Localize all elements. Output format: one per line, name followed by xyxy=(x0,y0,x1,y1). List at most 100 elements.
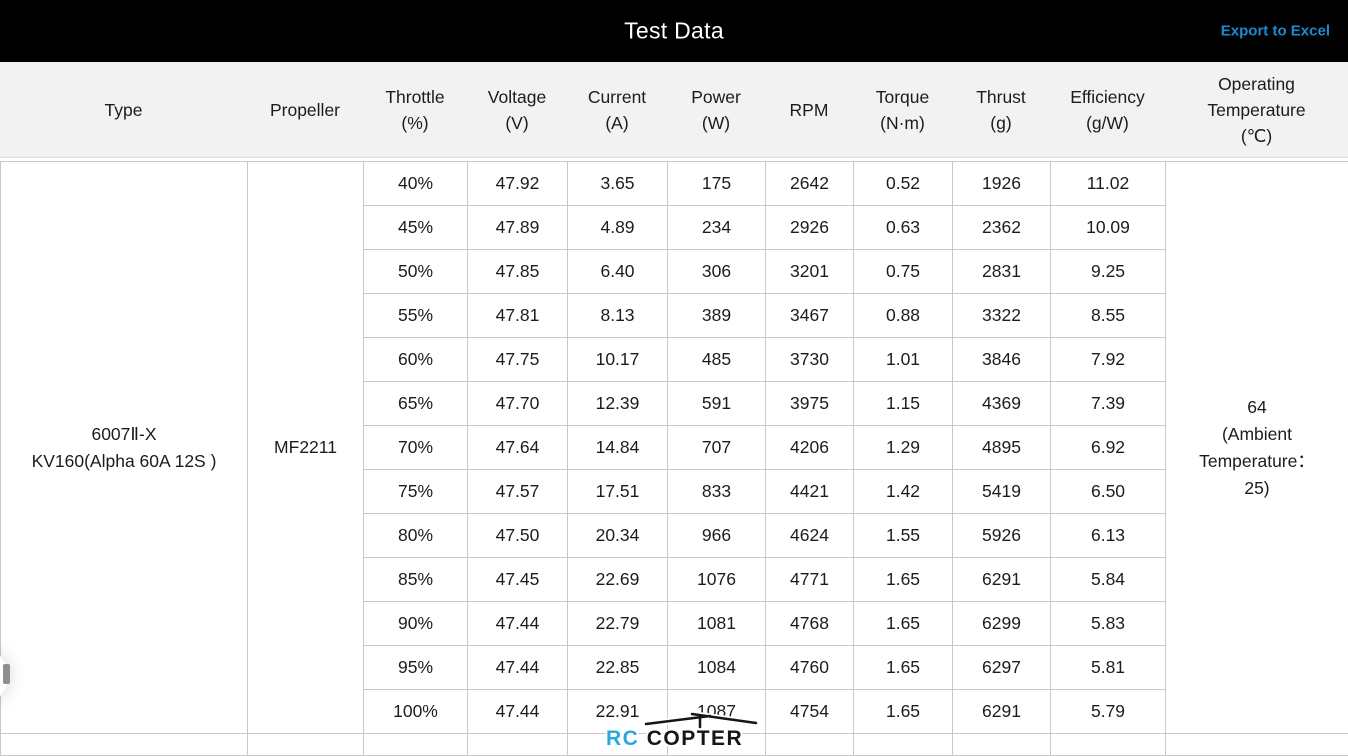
cell-torque: 1.29 xyxy=(854,426,953,470)
type-cell: 6007Ⅱ-X KV160(Alpha 60A 12S ) xyxy=(1,162,248,734)
cell-throttle: 80% xyxy=(364,514,468,558)
cell-thrust: 6291 xyxy=(953,558,1051,602)
cell-throttle: 95% xyxy=(364,646,468,690)
cell-current: 22.79 xyxy=(568,602,668,646)
type-line-2: KV160(Alpha 60A 12S ) xyxy=(1,448,247,475)
cell-voltage: 47.64 xyxy=(468,426,568,470)
table-header-row: Type Propeller Throttle (%) Voltage (V) … xyxy=(0,62,1348,158)
cell-current: 22.69 xyxy=(568,558,668,602)
cell-current: 14.84 xyxy=(568,426,668,470)
test-data-table: 6007Ⅱ-X KV160(Alpha 60A 12S ) MF2211 40%… xyxy=(0,161,1348,756)
cell-rpm: 4206 xyxy=(766,426,854,470)
cell-throttle: 50% xyxy=(364,250,468,294)
cell-current: 6.40 xyxy=(568,250,668,294)
table-row-cut xyxy=(1,734,1348,756)
cell-throttle: 85% xyxy=(364,558,468,602)
cell-power: 1087 xyxy=(668,690,766,734)
cell-current: 3.65 xyxy=(568,162,668,206)
cell-rpm: 4760 xyxy=(766,646,854,690)
cell-thrust: 2362 xyxy=(953,206,1051,250)
cell-voltage: 47.50 xyxy=(468,514,568,558)
col-header-operating-temperature: Operating Temperature (℃) xyxy=(1165,71,1348,149)
cell-rpm: 3730 xyxy=(766,338,854,382)
cell-throttle: 75% xyxy=(364,470,468,514)
cell-power: 1084 xyxy=(668,646,766,690)
cell-efficiency: 7.39 xyxy=(1051,382,1166,426)
widget-icon xyxy=(3,664,10,684)
page-title: Test Data xyxy=(624,18,724,45)
cell-power: 234 xyxy=(668,206,766,250)
cell-current: 4.89 xyxy=(568,206,668,250)
export-to-excel-link[interactable]: Export to Excel xyxy=(1221,23,1330,40)
cell-torque: 1.01 xyxy=(854,338,953,382)
propeller-cell xyxy=(248,734,364,756)
col-header-propeller: Propeller xyxy=(247,97,363,123)
cell-efficiency: 10.09 xyxy=(1051,206,1166,250)
cell-voltage: 47.57 xyxy=(468,470,568,514)
cell-efficiency: 5.79 xyxy=(1051,690,1166,734)
col-header-rpm: RPM xyxy=(765,97,853,123)
type-line-1: 6007Ⅱ-X xyxy=(1,421,247,448)
cell-torque: 1.55 xyxy=(854,514,953,558)
cell-throttle: 40% xyxy=(364,162,468,206)
cell-power: 707 xyxy=(668,426,766,470)
cell-throttle: 70% xyxy=(364,426,468,470)
cell-thrust: 4895 xyxy=(953,426,1051,470)
cell-rpm: 4754 xyxy=(766,690,854,734)
cell-rpm: 3975 xyxy=(766,382,854,426)
cell-current: 12.39 xyxy=(568,382,668,426)
col-header-efficiency: Efficiency (g/W) xyxy=(1050,84,1165,136)
cell-efficiency: 8.55 xyxy=(1051,294,1166,338)
top-bar: Test Data Export to Excel xyxy=(0,0,1348,62)
cell-voltage: 47.44 xyxy=(468,646,568,690)
cell-thrust: 4369 xyxy=(953,382,1051,426)
propeller-cell: MF2211 xyxy=(248,162,364,734)
cell-torque: 0.52 xyxy=(854,162,953,206)
cell-efficiency: 6.50 xyxy=(1051,470,1166,514)
cell-voltage: 47.85 xyxy=(468,250,568,294)
cell-torque: 0.88 xyxy=(854,294,953,338)
cell-current: 22.91 xyxy=(568,690,668,734)
cell-torque: 1.65 xyxy=(854,690,953,734)
cell-thrust: 1926 xyxy=(953,162,1051,206)
cell-voltage: 47.81 xyxy=(468,294,568,338)
cell-voltage: 47.45 xyxy=(468,558,568,602)
cell-voltage: 47.44 xyxy=(468,690,568,734)
cell-power: 389 xyxy=(668,294,766,338)
cell-torque: 1.42 xyxy=(854,470,953,514)
col-header-type: Type xyxy=(0,97,247,123)
cell-thrust: 6299 xyxy=(953,602,1051,646)
cell-thrust: 6297 xyxy=(953,646,1051,690)
cell-efficiency: 5.83 xyxy=(1051,602,1166,646)
cell-power: 306 xyxy=(668,250,766,294)
cell-efficiency: 7.92 xyxy=(1051,338,1166,382)
cell-thrust: 5926 xyxy=(953,514,1051,558)
cell-voltage: 47.92 xyxy=(468,162,568,206)
cell-current: 22.85 xyxy=(568,646,668,690)
cell-current: 8.13 xyxy=(568,294,668,338)
cell-throttle: 65% xyxy=(364,382,468,426)
type-cell xyxy=(1,734,248,756)
cell-rpm: 4768 xyxy=(766,602,854,646)
col-header-torque: Torque (N·m) xyxy=(853,84,952,136)
cell-thrust: 6291 xyxy=(953,690,1051,734)
cell-throttle: 55% xyxy=(364,294,468,338)
cell-thrust: 3322 xyxy=(953,294,1051,338)
cell-throttle: 60% xyxy=(364,338,468,382)
cell-current: 20.34 xyxy=(568,514,668,558)
cell-efficiency: 5.84 xyxy=(1051,558,1166,602)
col-header-power: Power (W) xyxy=(667,84,765,136)
cell-throttle: 90% xyxy=(364,602,468,646)
cell-power: 591 xyxy=(668,382,766,426)
cell-rpm: 3201 xyxy=(766,250,854,294)
cell-rpm: 2926 xyxy=(766,206,854,250)
cell-voltage: 47.89 xyxy=(468,206,568,250)
cell-voltage: 47.44 xyxy=(468,602,568,646)
cell-throttle: 100% xyxy=(364,690,468,734)
cell-efficiency: 6.92 xyxy=(1051,426,1166,470)
cell-torque: 0.63 xyxy=(854,206,953,250)
cell-torque: 1.65 xyxy=(854,558,953,602)
cell-voltage: 47.70 xyxy=(468,382,568,426)
cell-throttle: 45% xyxy=(364,206,468,250)
cell-power: 1076 xyxy=(668,558,766,602)
